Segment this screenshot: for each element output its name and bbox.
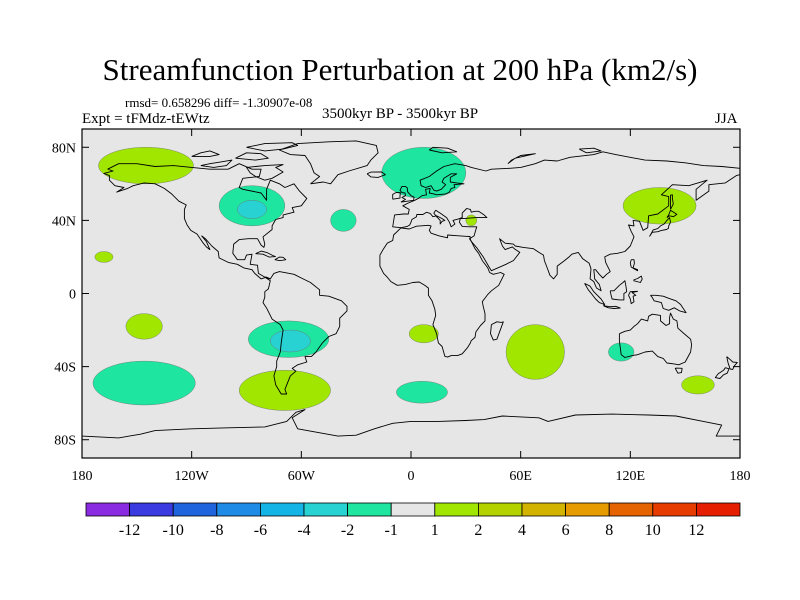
figure-title: Streamfunction Perturbation at 200 hPa (… <box>102 52 698 87</box>
coastline <box>392 191 401 200</box>
anomaly-region <box>465 214 478 227</box>
coastline <box>235 152 269 161</box>
colorbar-label: -12 <box>119 522 140 539</box>
colorbar-swatch <box>696 502 741 517</box>
lon-tick-label: 60W <box>288 469 316 484</box>
coastline <box>191 150 220 157</box>
lat-tick-label: 40S <box>54 361 76 376</box>
colorbar-swatch <box>434 502 479 517</box>
colorbar-label: 10 <box>645 522 661 539</box>
coastline <box>262 271 348 395</box>
lat-tick-label: 80S <box>54 434 76 449</box>
lon-tick-label: 180 <box>730 469 751 484</box>
colorbar-label: -10 <box>163 522 184 539</box>
lat-tick-label: 80N <box>52 141 76 156</box>
axis-layer: 80N 40N 0 40S 80S 180 120W 60W 0 60E 120E 180 <box>52 129 751 484</box>
anomaly-region <box>408 324 439 344</box>
lon-tick-label: 0 <box>408 469 415 484</box>
coastline <box>603 304 621 309</box>
coastline <box>584 282 606 305</box>
lon-tick-label: 180 <box>72 469 93 484</box>
anomaly-region <box>94 251 114 263</box>
coastline <box>366 171 386 178</box>
colorbar: -12 -10 -8 -6 -4 -2 -1 1 2 4 6 8 10 12 <box>85 502 741 539</box>
anomaly-region <box>681 375 715 395</box>
lon-tick-label: 120W <box>175 469 210 484</box>
coastline <box>629 259 639 272</box>
coastline <box>103 163 308 280</box>
anomaly-region <box>237 200 267 219</box>
colorbar-swatch <box>129 502 174 517</box>
anomaly-region <box>396 381 448 404</box>
coastline <box>278 140 379 185</box>
colorbar-label: -1 <box>385 522 398 539</box>
coastline <box>200 159 233 168</box>
coastline <box>649 217 671 237</box>
period-label: 3500kyr BP - 3500kyr BP <box>322 106 479 122</box>
coastline <box>650 294 687 314</box>
colorbar-label: 12 <box>688 522 704 539</box>
coastline <box>490 321 504 341</box>
colorbar-label: 4 <box>518 522 526 539</box>
stats-text: rmsd= 0.658296 diff= -1.30907e-08 <box>125 95 313 110</box>
anomaly-region <box>505 324 565 380</box>
colorbar-swatch <box>652 502 697 517</box>
coastline <box>666 209 678 218</box>
coastline <box>255 250 276 258</box>
coastline <box>399 185 415 203</box>
coastline <box>82 409 740 439</box>
coastline <box>726 356 738 370</box>
lat-tick-label: 0 <box>69 288 76 303</box>
anomaly-region <box>125 313 163 340</box>
anomaly-region <box>381 147 467 199</box>
colorbar-label: -2 <box>341 522 354 539</box>
colorbar-swatch <box>172 502 218 517</box>
colorbar-swatch <box>390 502 436 517</box>
colorbar-swatch <box>608 502 654 517</box>
anomaly-region <box>330 209 357 232</box>
colorbar-label: 2 <box>474 522 482 539</box>
colorbar-swatch <box>477 502 523 517</box>
colorbar-swatch <box>565 502 610 517</box>
lon-tick-label: 60E <box>509 469 532 484</box>
colorbar-label: 8 <box>605 522 613 539</box>
season-label: JJA <box>715 111 738 127</box>
lat-tick-label: 40N <box>52 214 76 229</box>
colorbar-label: -4 <box>297 522 310 539</box>
colorbar-label: -8 <box>210 522 223 539</box>
coastline <box>246 164 284 181</box>
colorbar-swatch <box>347 502 392 517</box>
anomaly-region <box>92 360 196 406</box>
colorbar-swatch <box>259 502 305 517</box>
anomaly-region <box>622 187 697 225</box>
coastline <box>578 147 602 154</box>
coastline <box>379 224 505 358</box>
anomaly-region <box>270 329 311 353</box>
coastline <box>609 280 628 301</box>
lon-tick-label: 120E <box>616 469 646 484</box>
colorbar-swatch <box>521 502 566 517</box>
colorbar-swatch <box>303 502 348 517</box>
coastline <box>628 290 639 305</box>
colorbar-swatch <box>85 502 130 517</box>
coastline <box>507 153 536 165</box>
colorbar-label: -6 <box>254 522 267 539</box>
experiment-label: Expt = tFMdz-tEWtz <box>82 111 210 127</box>
coastline <box>392 151 740 292</box>
coastline-layer <box>82 140 740 439</box>
coastline <box>674 367 683 374</box>
coastline <box>246 142 299 152</box>
coastline <box>618 312 693 366</box>
colorbar-swatch <box>216 502 261 517</box>
coastline <box>274 256 287 262</box>
coastline <box>714 367 730 379</box>
coastline <box>429 146 458 154</box>
colorbar-label: 6 <box>562 522 570 539</box>
coastline <box>670 194 674 210</box>
colorbar-label: 1 <box>431 522 439 539</box>
coastline <box>633 275 643 283</box>
